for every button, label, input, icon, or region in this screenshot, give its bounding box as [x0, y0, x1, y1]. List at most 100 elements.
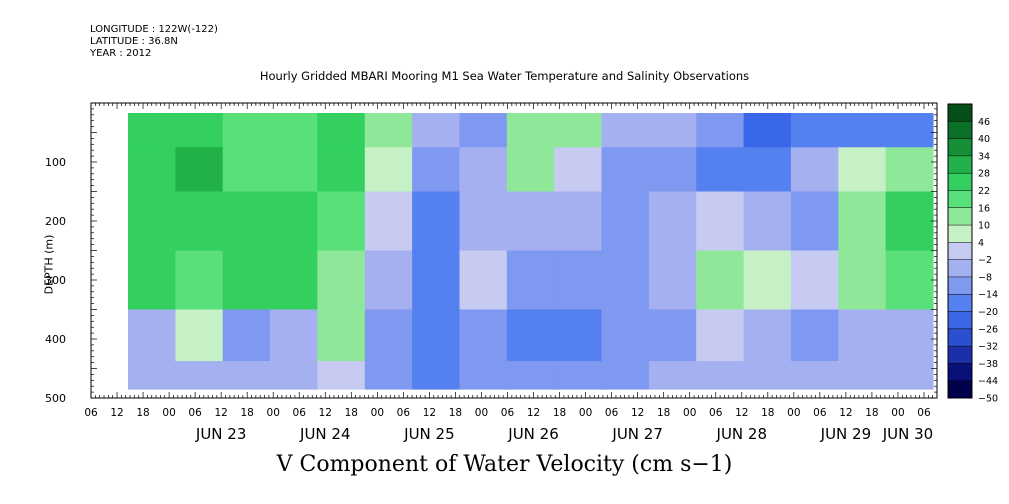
heatmap-cell — [128, 147, 176, 193]
x-tick-label: 06 — [84, 407, 98, 419]
heatmap-cell — [790, 147, 839, 193]
heatmap-cell — [270, 250, 319, 311]
colorbar-swatch — [948, 259, 972, 278]
heatmap-cell — [364, 309, 413, 362]
heatmap-cell — [648, 361, 697, 390]
plot-area — [128, 113, 934, 390]
heatmap-cell — [506, 113, 555, 148]
x-tick-label: 18 — [553, 407, 566, 419]
colorbar-label: 28 — [978, 169, 990, 180]
colorbar-label: 40 — [978, 134, 990, 145]
x-tick-label: 06 — [501, 407, 515, 419]
heatmap-cell — [175, 113, 224, 148]
heatmap-cell — [648, 250, 697, 311]
heatmap-cell — [175, 250, 224, 311]
heatmap-cell — [554, 113, 603, 148]
x-day-label: JUN 27 — [611, 425, 662, 443]
colorbar-label: 4 — [978, 238, 984, 249]
year-label: YEAR : 2012 — [90, 48, 152, 59]
colorbar-swatch — [948, 207, 972, 226]
colorbar: 46 40 34 28 22 16 10 4 −2 −8 −14 −20 −26 −32 −38 −44 −50 — [947, 103, 998, 405]
heatmap-cell — [790, 191, 839, 252]
heatmap-cell — [838, 250, 887, 311]
heatmap-cell — [838, 113, 887, 148]
x-day-label: JUN 23 — [195, 425, 246, 443]
colorbar-label: −20 — [978, 307, 998, 318]
heatmap-cell — [601, 191, 650, 252]
heatmap-cell — [412, 191, 461, 252]
colorbar-label: −44 — [978, 376, 998, 387]
heatmap-cell — [696, 309, 745, 362]
heatmap-cell — [838, 309, 887, 362]
heatmap-cell — [885, 361, 934, 390]
x-tick-label: 12 — [735, 407, 748, 419]
colorbar-swatch — [948, 190, 972, 209]
heatmap-cell — [506, 191, 555, 252]
heatmap-cell — [554, 250, 603, 311]
heatmap-cell — [506, 361, 555, 390]
heatmap-cell — [696, 113, 745, 148]
colorbar-label: −50 — [978, 394, 998, 405]
colorbar-label: −32 — [978, 342, 998, 353]
heatmap-cell — [506, 147, 555, 193]
colorbar-label: 34 — [978, 151, 990, 162]
x-tick-label: 12 — [631, 407, 644, 419]
heatmap-cell — [270, 147, 319, 193]
colorbar-swatch — [948, 242, 972, 261]
heatmap-cell — [222, 191, 271, 252]
heatmap-cell — [506, 250, 555, 311]
heatmap-cell — [743, 113, 792, 148]
x-tick-label: 00 — [371, 407, 384, 419]
colorbar-swatch — [948, 138, 972, 157]
x-tick-label: 06 — [709, 407, 723, 419]
heatmap-cell — [317, 361, 366, 390]
x-tick-label: 12 — [214, 407, 227, 419]
heatmap-cell — [790, 250, 839, 311]
colorbar-label: 46 — [978, 117, 990, 128]
colorbar-swatch — [948, 104, 972, 122]
heatmap-cell — [222, 113, 271, 148]
colorbar-swatch — [948, 276, 972, 295]
heatmap-cell — [364, 361, 413, 390]
colorbar-swatch — [948, 380, 972, 399]
x-tick-label: 18 — [345, 407, 358, 419]
colorbar-swatch — [948, 363, 972, 382]
x-tick-label: 00 — [891, 407, 904, 419]
heatmap-cell — [648, 113, 697, 148]
x-tick-label: 18 — [449, 407, 462, 419]
heatmap-cell — [364, 191, 413, 252]
heatmap-cell — [270, 191, 319, 252]
heatmap-cell — [648, 191, 697, 252]
colorbar-label: −14 — [978, 290, 998, 301]
colorbar-border — [947, 103, 973, 399]
heatmap-cell — [175, 147, 224, 193]
colorbar-label: −2 — [978, 255, 992, 266]
plot-frame: 06 12 18 00 06 12 18 00 06 12 18 00 06 12 18 00 06 12 18 00… — [45, 102, 938, 443]
heatmap-cell — [790, 309, 839, 362]
heatmap-cell — [838, 191, 887, 252]
x-tick-label: 06 — [605, 407, 619, 419]
heatmap-cell — [601, 113, 650, 148]
heatmap-cell — [317, 309, 366, 362]
x-tick-label: 06 — [813, 407, 827, 419]
heatmap-cell — [270, 361, 319, 390]
heatmap-cell — [128, 361, 176, 390]
heatmap-cell — [412, 361, 461, 390]
y-tick-label: 400 — [45, 333, 66, 346]
x-tick-label: 12 — [110, 407, 123, 419]
heatmap-cell — [317, 113, 366, 148]
x-day-label: JUN 29 — [820, 425, 871, 443]
heatmap-cell — [601, 309, 650, 362]
x-day-label: JUN 24 — [299, 425, 350, 443]
heatmap-cell — [364, 250, 413, 311]
heatmap-cell — [317, 147, 366, 193]
heatmap-cell — [128, 250, 176, 311]
x-tick-label: 06 — [293, 407, 307, 419]
x-day-label: JUN 26 — [507, 425, 558, 443]
x-tick-label: 00 — [787, 407, 800, 419]
heatmap-cell — [459, 113, 508, 148]
heatmap-cell — [885, 113, 934, 148]
colorbar-swatch — [948, 121, 972, 140]
heatmap-cell — [412, 309, 461, 362]
heatmap-cell — [554, 361, 603, 390]
